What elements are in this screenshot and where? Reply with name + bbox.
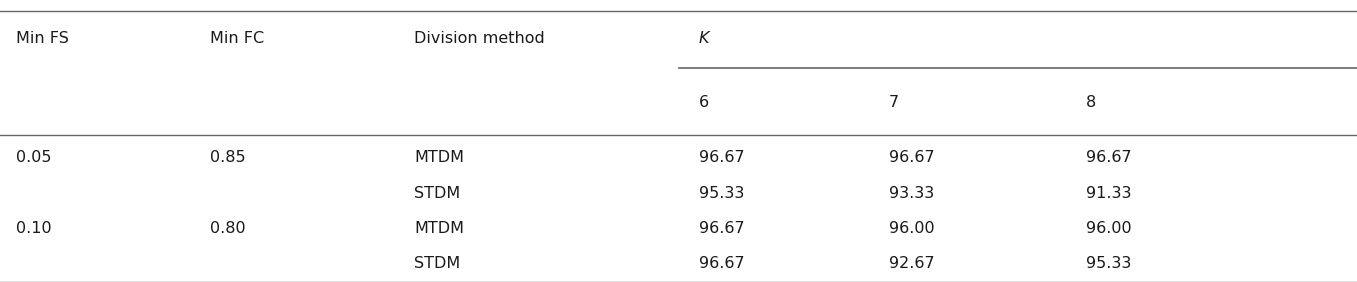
Text: 7: 7 — [889, 95, 898, 111]
Text: Min FS: Min FS — [16, 30, 69, 46]
Text: 95.33: 95.33 — [699, 186, 744, 201]
Text: STDM: STDM — [414, 256, 460, 271]
Text: 0.80: 0.80 — [210, 221, 246, 236]
Text: Min FC: Min FC — [210, 30, 265, 46]
Text: 96.67: 96.67 — [1086, 150, 1132, 166]
Text: STDM: STDM — [414, 186, 460, 201]
Text: MTDM: MTDM — [414, 150, 464, 166]
Text: 0.85: 0.85 — [210, 150, 246, 166]
Text: 91.33: 91.33 — [1086, 186, 1132, 201]
Text: 0.05: 0.05 — [16, 150, 52, 166]
Text: K: K — [699, 30, 710, 46]
Text: Division method: Division method — [414, 30, 544, 46]
Text: 96.00: 96.00 — [1086, 221, 1132, 236]
Text: 8: 8 — [1086, 95, 1096, 111]
Text: 96.00: 96.00 — [889, 221, 935, 236]
Text: 96.67: 96.67 — [889, 150, 935, 166]
Text: 96.67: 96.67 — [699, 256, 745, 271]
Text: 6: 6 — [699, 95, 708, 111]
Text: 93.33: 93.33 — [889, 186, 934, 201]
Text: 96.67: 96.67 — [699, 221, 745, 236]
Text: 0.10: 0.10 — [16, 221, 52, 236]
Text: 95.33: 95.33 — [1086, 256, 1130, 271]
Text: MTDM: MTDM — [414, 221, 464, 236]
Text: 96.67: 96.67 — [699, 150, 745, 166]
Text: 92.67: 92.67 — [889, 256, 935, 271]
